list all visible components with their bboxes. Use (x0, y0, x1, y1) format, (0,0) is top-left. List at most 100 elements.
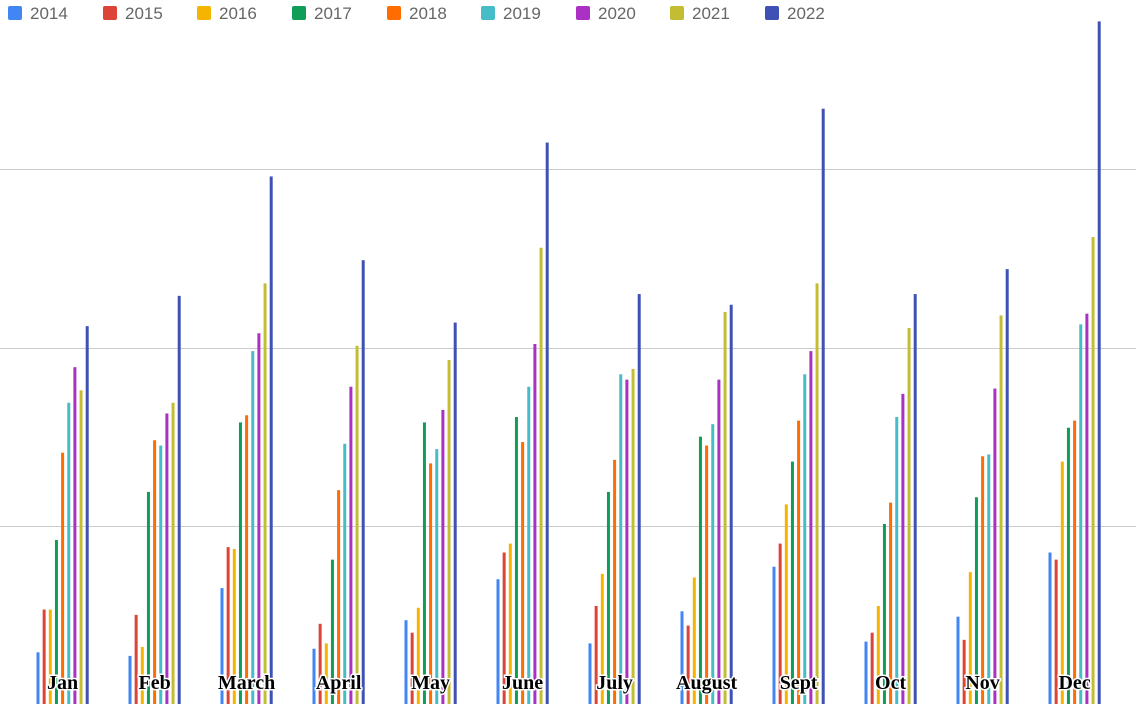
bar-2016-august (692, 577, 696, 704)
bar-2014-june (496, 579, 500, 704)
bar-2015-march (226, 547, 230, 704)
legend-swatch (292, 6, 306, 20)
legend-item-2015[interactable]: 2015 (103, 4, 163, 23)
bar-2014-may (404, 620, 408, 704)
category-label: July (596, 672, 633, 694)
bar-2016-july (600, 573, 604, 704)
bar-2020-jan (73, 367, 77, 704)
bar-2016-april (324, 643, 328, 704)
bar-2018-july (613, 459, 617, 704)
legend-label: 2022 (787, 4, 825, 23)
bar-2016-march (232, 548, 236, 704)
category-label: August (676, 672, 737, 694)
legend-swatch (8, 6, 22, 20)
legend-swatch (481, 6, 495, 20)
legend-item-2022[interactable]: 2022 (765, 4, 825, 23)
bar-2020-feb (165, 413, 169, 704)
bar-2020-dec (1085, 313, 1089, 704)
bar-2017-jan (54, 540, 58, 704)
bar-2022-sept (821, 108, 825, 704)
bar-2016-jan (48, 609, 52, 704)
bar-2014-sept (772, 566, 776, 704)
legend-item-2020[interactable]: 2020 (576, 4, 636, 23)
bar-2018-feb (153, 440, 157, 704)
bar-2017-june (514, 417, 518, 704)
bar-2020-oct (901, 393, 905, 704)
bar-2021-july (631, 368, 635, 704)
bar-2022-may (453, 322, 457, 704)
bar-2018-nov (981, 456, 985, 704)
bar-2019-june (527, 386, 531, 704)
legend-swatch (387, 6, 401, 20)
bar-2019-sept (803, 374, 807, 704)
bar-2017-oct (882, 523, 886, 704)
bar-2015-june (502, 552, 506, 704)
bar-2022-nov (1005, 269, 1009, 704)
bar-2021-april (355, 345, 359, 704)
bar-2018-august (705, 445, 709, 704)
legend-item-2021[interactable]: 2021 (670, 4, 730, 23)
bar-2019-april (343, 443, 347, 704)
bar-2017-april (330, 559, 334, 704)
bar-2020-march (257, 333, 261, 704)
bar-2018-march (245, 415, 249, 704)
bar-2022-july (637, 294, 641, 704)
bar-2016-may (416, 607, 420, 704)
bar-2014-dec (1048, 552, 1052, 704)
bar-2015-april (318, 623, 322, 704)
bar-2020-may (441, 409, 445, 704)
bar-2017-sept (790, 461, 794, 704)
bar-2016-feb (140, 646, 144, 704)
bar-2015-july (594, 605, 598, 704)
bar-2020-sept (809, 351, 813, 704)
bar-2019-july (619, 374, 623, 704)
bar-2014-nov (956, 616, 960, 704)
bar-2022-august (729, 304, 733, 704)
bar-2015-feb (134, 614, 138, 704)
bar-2016-oct (876, 605, 880, 704)
legend-item-2018[interactable]: 2018 (387, 4, 447, 23)
bar-2016-dec (1060, 461, 1064, 704)
bar-2018-may (429, 463, 433, 704)
bar-2017-august (698, 436, 702, 704)
legend: 2014 2015 2016 2017 2018 2019 2020 2021 2022 (8, 4, 825, 23)
legend-label: 2016 (219, 4, 257, 23)
bar-2021-dec (1091, 237, 1095, 704)
bar-2015-august (686, 625, 690, 704)
bar-2017-july (606, 491, 610, 704)
category-label: June (502, 672, 543, 694)
legend-swatch (576, 6, 590, 20)
bar-2015-sept (778, 543, 782, 704)
bar-2019-oct (895, 417, 899, 704)
bar-2022-oct (913, 294, 917, 704)
bar-2021-nov (999, 315, 1003, 704)
legend-item-2017[interactable]: 2017 (292, 4, 352, 23)
bar-2014-jan (36, 652, 40, 704)
bar-2016-nov (968, 572, 972, 704)
bar-2018-jan (61, 452, 65, 704)
bar-2018-sept (797, 420, 801, 704)
legend-swatch (765, 6, 779, 20)
legend-swatch (670, 6, 684, 20)
bar-2015-nov (962, 639, 966, 704)
bar-2021-march (263, 283, 267, 704)
legend-item-2019[interactable]: 2019 (481, 4, 541, 23)
bar-2017-feb (146, 491, 150, 704)
bar-2022-april (361, 260, 365, 704)
legend-label: 2014 (30, 4, 68, 23)
bar-2020-nov (993, 388, 997, 704)
legend-item-2016[interactable]: 2016 (197, 4, 257, 23)
legend-swatch (197, 6, 211, 20)
bar-2019-nov (987, 454, 991, 704)
bar-2022-feb (177, 295, 181, 704)
bar-2017-nov (974, 497, 978, 704)
category-labels: Jan Feb March April May June July August Sept Oct… (46, 671, 1093, 696)
gridlines (0, 169, 1136, 527)
legend-swatch (103, 6, 117, 20)
legend-label: 2021 (692, 4, 730, 23)
legend-item-2014[interactable]: 2014 (8, 4, 68, 23)
bar-2020-april (349, 386, 353, 704)
bar-series (36, 21, 1101, 704)
bar-2015-jan (42, 609, 46, 704)
category-label: Jan (47, 672, 78, 694)
